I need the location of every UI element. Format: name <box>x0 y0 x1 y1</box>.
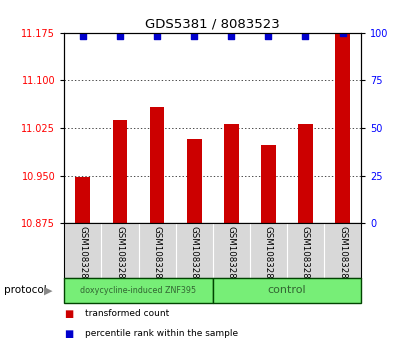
Text: GSM1083287: GSM1083287 <box>264 226 273 284</box>
Bar <box>335 33 350 223</box>
Text: doxycycline-induced ZNF395: doxycycline-induced ZNF395 <box>81 286 197 295</box>
Point <box>339 30 346 36</box>
Bar <box>187 139 202 223</box>
Point <box>302 33 309 39</box>
Text: transformed count: transformed count <box>85 310 169 318</box>
Text: GSM1083289: GSM1083289 <box>338 226 347 284</box>
Bar <box>261 145 276 223</box>
Point <box>191 33 198 39</box>
Text: GSM1083286: GSM1083286 <box>227 226 236 284</box>
Point <box>154 33 160 39</box>
Bar <box>64 278 213 303</box>
Text: protocol: protocol <box>4 285 47 295</box>
Point <box>80 33 86 39</box>
Bar <box>213 278 361 303</box>
Bar <box>150 107 164 223</box>
Text: ■: ■ <box>64 309 73 319</box>
Text: ■: ■ <box>64 329 73 339</box>
Text: control: control <box>268 285 306 295</box>
Point <box>228 33 234 39</box>
Text: GSM1083283: GSM1083283 <box>115 226 124 284</box>
Text: GSM1083288: GSM1083288 <box>301 226 310 284</box>
Title: GDS5381 / 8083523: GDS5381 / 8083523 <box>145 17 280 30</box>
Text: GSM1083284: GSM1083284 <box>153 226 161 284</box>
Point <box>265 33 272 39</box>
Bar <box>224 123 239 223</box>
Text: GSM1083285: GSM1083285 <box>190 226 199 284</box>
Bar <box>112 120 127 223</box>
Bar <box>298 123 313 223</box>
Bar <box>76 177 90 223</box>
Text: ▶: ▶ <box>44 285 52 295</box>
Point <box>117 33 123 39</box>
Text: percentile rank within the sample: percentile rank within the sample <box>85 330 238 338</box>
Text: GSM1083282: GSM1083282 <box>78 226 88 284</box>
